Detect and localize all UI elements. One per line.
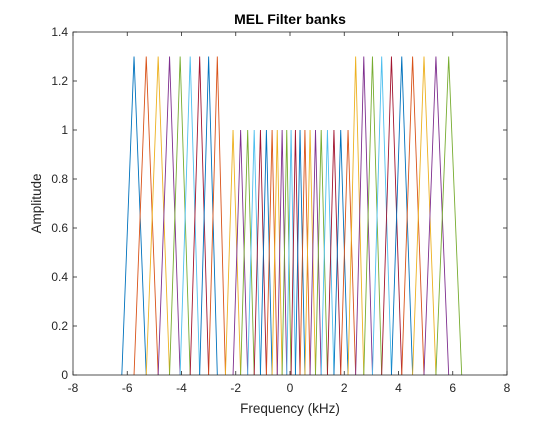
filter-2-line [133,56,159,376]
filter-15-line [259,129,273,376]
filter-16-line [265,129,278,376]
filter-13-line [247,129,261,376]
filter-12-line [240,129,255,376]
filter-36-line [391,56,414,376]
x-tick-label: 0 [287,381,294,395]
filter-32-line [355,56,373,376]
y-tick-label: 0.8 [51,172,68,186]
filter-21-line [290,129,301,376]
filter-24-line [304,129,316,376]
filter-1-line [121,56,147,376]
filter-23-line [299,129,311,376]
x-tick-label: -8 [68,381,79,395]
y-tick-label: 1.4 [51,25,68,39]
filter-10-line [224,129,242,376]
x-tick-label: -4 [176,381,187,395]
filter-5-line [169,56,191,376]
filter-26-line [315,129,328,376]
filter-28-line [326,129,342,376]
filter-17-line [271,129,283,376]
filter-34-line [372,56,392,376]
filter-37-line [401,56,425,376]
filter-35-line [381,56,403,376]
filter-7-line [189,56,210,376]
filter-33-line [363,56,383,376]
chart-title: MEL Filter banks [234,11,346,27]
y-tick-label: 0.6 [51,221,68,235]
y-tick-label: 1 [61,123,68,137]
y-tick-label: 0 [61,368,68,382]
filter-4-line [157,56,181,376]
filter-6-line [179,56,201,376]
filter-14-line [253,129,267,376]
filter-9-line [208,56,226,376]
x-tick-label: 6 [449,381,456,395]
filter-38-line [412,56,437,376]
filter-27-line [320,129,335,376]
y-axis-ticks: 0 0.2 0.4 0.6 0.8 1 1.2 1.4 [51,25,507,382]
x-tick-label: -6 [122,381,133,395]
y-tick-label: 1.2 [51,74,68,88]
filter-8-line [199,56,218,376]
filter-22-line [294,129,306,376]
y-axis-label: Amplitude [29,173,44,233]
y-tick-label: 0.4 [51,270,68,284]
x-axis-ticks: -8 -6 -4 -2 0 2 4 6 8 [68,32,511,395]
filter-18-line [276,129,288,376]
x-axis-label: Frequency (kHz) [240,401,340,416]
filter-31-line [347,56,365,376]
y-tick-label: 0.2 [51,319,68,333]
x-tick-label: -2 [230,381,241,395]
filter-11-line [232,129,249,376]
series-layer [121,56,463,376]
filter-19-line [281,129,292,376]
filter-39-line [423,56,450,376]
filter-25-line [309,129,322,376]
x-tick-label: 8 [504,381,511,395]
filter-29-line [333,129,349,376]
x-tick-label: 2 [341,381,348,395]
filter-20-line [286,129,296,376]
filter-40-line [435,56,463,376]
plot-area [72,31,508,376]
filter-3-line [145,56,171,376]
filter-30-line [340,129,357,376]
x-tick-label: 4 [395,381,402,395]
